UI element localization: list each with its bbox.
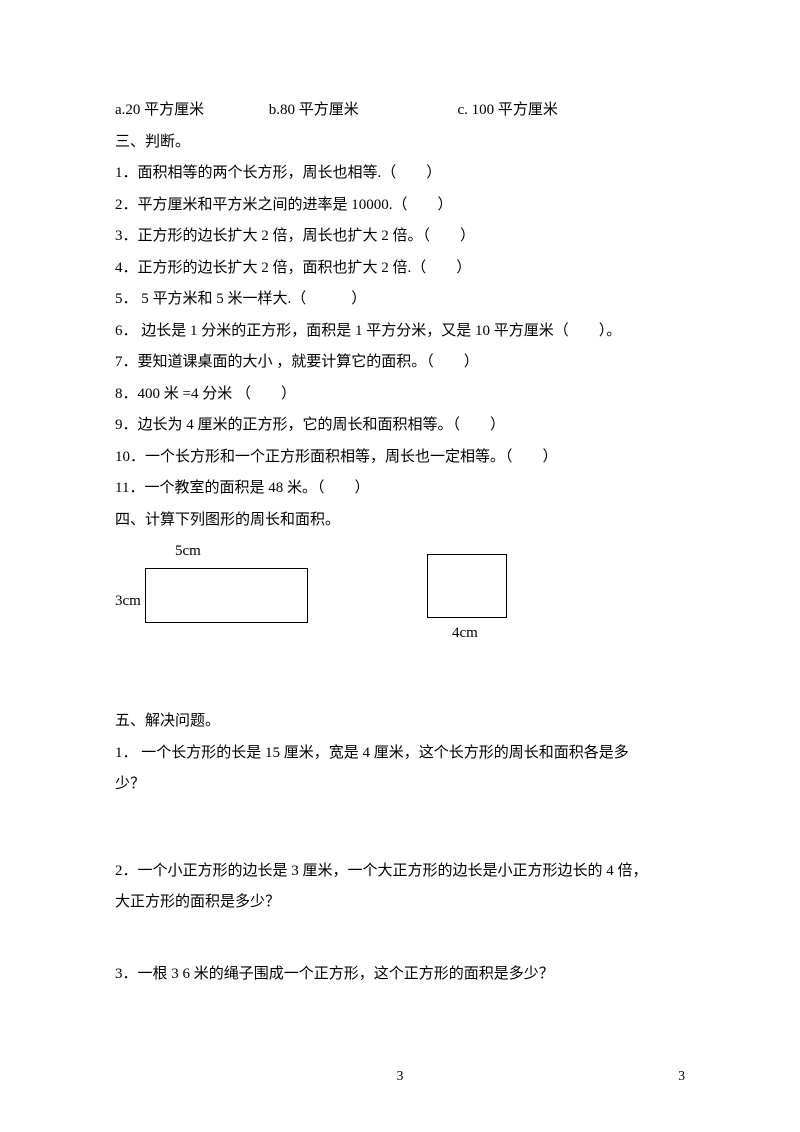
s5-q3: 3．一根 3 6 米的绳子围成一个正方形，这个正方形的面积是多少？ bbox=[115, 959, 685, 991]
s3-q10: 10．一个长方形和一个正方形面积相等，周长也一定相等。（ ） bbox=[115, 442, 685, 474]
opt-a: a.20 平方厘米 bbox=[115, 95, 265, 127]
spacer bbox=[115, 919, 685, 959]
section-5-title: 五、解决问题。 bbox=[115, 706, 685, 738]
figures: 5cm 3cm 4cm bbox=[115, 536, 685, 651]
s5-q1-line2: 少？ bbox=[115, 769, 685, 801]
s3-q11: 11．一个教室的面积是 48 米。（ ） bbox=[115, 473, 685, 505]
s5-q1-line1: 1． 一个长方形的长是 15 厘米，宽是 4 厘米，这个长方形的周长和面积各是多 bbox=[115, 738, 685, 770]
s3-q7: 7．要知道课桌面的大小 ，就要计算它的面积。（ ） bbox=[115, 347, 685, 379]
label-4cm: 4cm bbox=[452, 618, 478, 650]
opt-b: b.80 平方厘米 bbox=[269, 95, 454, 127]
page-number-right: 3 bbox=[678, 1068, 685, 1084]
s3-q5: 5． 5 平方米和 5 米一样大.（ ） bbox=[115, 284, 685, 316]
rectangle-5x3 bbox=[145, 568, 308, 623]
s5-q2-line1: 2．一个小正方形的边长是 3 厘米，一个大正方形的边长是小正方形边长的 4 倍， bbox=[115, 856, 685, 888]
s3-q8: 8．400 米 =4 分米 （ ） bbox=[115, 379, 685, 411]
page-content: a.20 平方厘米 b.80 平方厘米 c. 100 平方厘米 三、判断。 1．… bbox=[0, 0, 800, 990]
s3-q4: 4．正方形的边长扩大 2 倍，面积也扩大 2 倍.（ ） bbox=[115, 253, 685, 285]
square-4 bbox=[427, 554, 507, 618]
mc-options: a.20 平方厘米 b.80 平方厘米 c. 100 平方厘米 bbox=[115, 95, 685, 127]
section-3-title: 三、判断。 bbox=[115, 127, 685, 159]
label-3cm: 3cm bbox=[115, 586, 141, 618]
spacer bbox=[115, 801, 685, 856]
section-4-title: 四、计算下列图形的周长和面积。 bbox=[115, 505, 685, 537]
s3-q9: 9．边长为 4 厘米的正方形，它的周长和面积相等。（ ） bbox=[115, 410, 685, 442]
s5-q2-line2: 大正方形的面积是多少？ bbox=[115, 887, 685, 919]
spacer bbox=[115, 651, 685, 706]
label-5cm: 5cm bbox=[175, 536, 201, 568]
page-number-center: 3 bbox=[397, 1068, 404, 1084]
s3-q6: 6． 边长是 1 分米的正方形，面积是 1 平方分米，又是 10 平方厘米（ ）… bbox=[115, 316, 685, 348]
s3-q1: 1．面积相等的两个长方形，周长也相等.（ ） bbox=[115, 158, 685, 190]
opt-c: c. 100 平方厘米 bbox=[458, 95, 558, 127]
s3-q3: 3．正方形的边长扩大 2 倍，周长也扩大 2 倍。（ ） bbox=[115, 221, 685, 253]
s3-q2: 2．平方厘米和平方米之间的进率是 10000.（ ） bbox=[115, 190, 685, 222]
